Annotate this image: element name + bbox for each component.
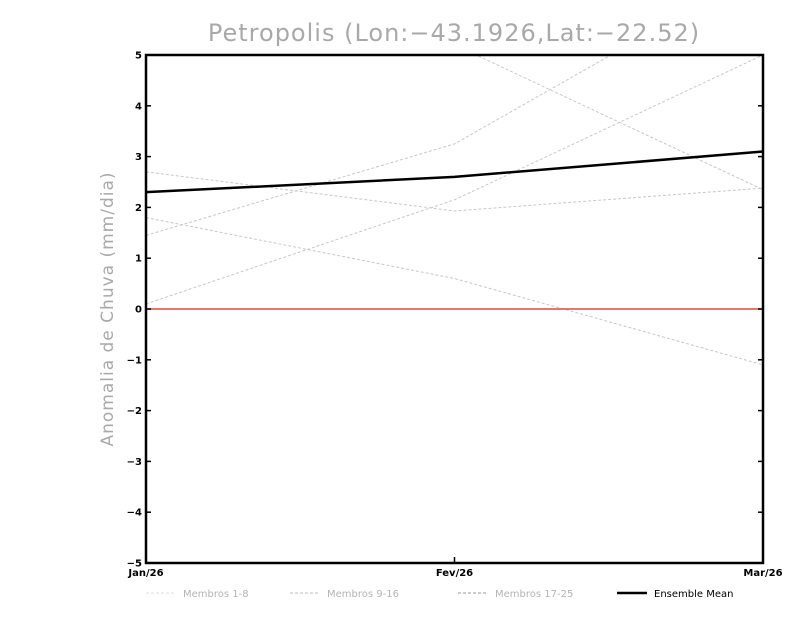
- y-tick-label: 4: [135, 101, 142, 112]
- member-line-3: [146, 55, 612, 236]
- y-tick-label: 5: [135, 51, 142, 62]
- x-tick-label: Mar/26: [743, 568, 782, 579]
- member-line-4: [146, 55, 763, 305]
- legend-label: Membros 1-8: [183, 589, 249, 600]
- member-line-5: [474, 55, 763, 191]
- y-tick-label: −4: [127, 508, 142, 519]
- y-tick-label: 0: [135, 305, 142, 316]
- legend: Membros 1-8 Membros 9-16 Membros 17-25 Ense…: [146, 589, 733, 600]
- member-lines: [146, 55, 763, 366]
- legend-label: Ensemble Mean: [654, 589, 733, 600]
- y-tick-label: −3: [127, 457, 142, 468]
- y-tick-label: 2: [135, 203, 142, 214]
- y-tick-label: 3: [135, 152, 142, 163]
- y-ticks: −5 −4 −3 −2 −1 0 1 2 3 4 5: [127, 51, 763, 570]
- y-tick-label: 1: [135, 254, 142, 265]
- ensemble-mean-line: [146, 150, 763, 194]
- member-line-2: [146, 217, 763, 366]
- y-tick-label: −1: [127, 355, 142, 366]
- x-ticks: Jan/26 Fev/26 Mar/26: [127, 557, 783, 579]
- legend-label: Membros 17-25: [495, 589, 573, 600]
- x-tick-label: Jan/26: [127, 568, 163, 579]
- y-tick-label: −2: [127, 406, 142, 417]
- legend-label: Membros 9-16: [327, 589, 399, 600]
- chart-title: Petropolis (Lon:−43.1926,Lat:−22.52): [208, 19, 700, 47]
- y-tick-label: −5: [127, 559, 142, 570]
- member-line-1: [146, 171, 763, 212]
- y-axis-label: Anomalia de Chuva (mm/dia): [98, 171, 118, 446]
- mean-lines: [146, 150, 763, 194]
- x-tick-label: Fev/26: [436, 568, 473, 579]
